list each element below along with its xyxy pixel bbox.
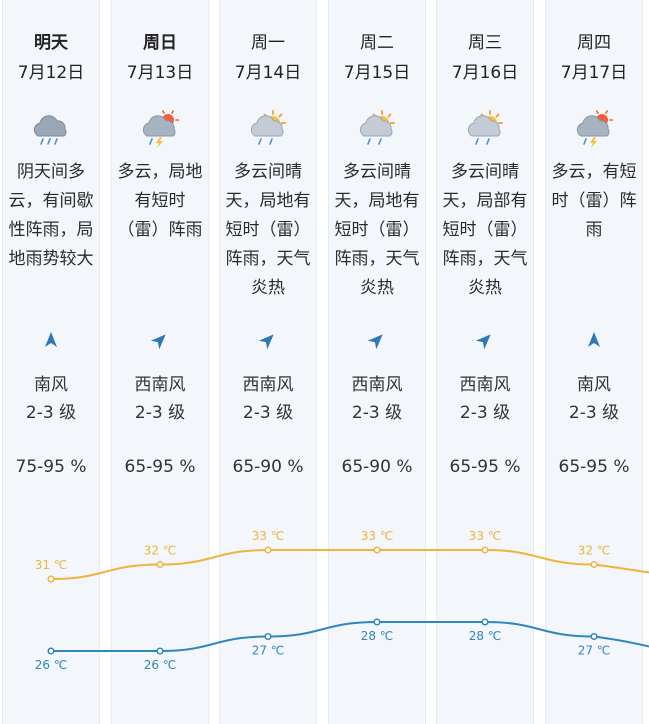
description-line: 多云间晴 [234,162,302,182]
forecast-day-column: 周日 7月13日多云，局地有短时 （雷）阵雨西南风 2-3 级 65-95 % [111,0,209,724]
description-line: 炎热 [251,278,285,298]
wind-direction: 西南风 [242,375,294,395]
description-line: 天，局部有 [442,191,528,211]
humidity: 65-95 % [124,457,196,477]
wind-level: 2-3 级 [351,403,403,423]
day-label: 周四 [577,33,611,53]
description-line: 短时（雷） [225,220,311,240]
wind-direction: 西南风 [351,375,403,395]
description-line: 地雨势较大 [8,249,94,269]
weather-description: 多云，有短时（雷）阵雨 [550,158,638,245]
wind-direction-arrow-icon [258,330,278,350]
description-line: 阵雨，天气 [334,249,420,269]
description-line: 短时（雷） [334,220,420,240]
date-label: 7月17日 [560,63,628,83]
wind-direction: 南风 [577,375,611,395]
partly-sunny-shower-icon [355,108,399,148]
forecast-day-column: 周四 7月17日多云，有短时（雷）阵雨南风 2-3 级 65-95 % [545,0,643,724]
humidity: 75-95 % [15,457,87,477]
date-label: 7月15日 [343,63,411,83]
forecast-day-column: 周一 7月14日多云间晴天，局地有短时（雷） 阵雨，天气炎热西南风 2-3 级 65-9… [219,0,317,724]
description-line: 性阵雨，局 [8,220,94,240]
date-label: 7月12日 [17,63,85,83]
humidity: 65-90 % [341,457,413,477]
forecast-day-column: 周三 7月16日多云间晴天，局部有短时（雷） 阵雨，天气炎热西南风 2-3 级 65-9… [436,0,534,724]
description-line: 雨 [585,220,603,240]
wind-direction-arrow-icon [584,330,604,350]
weather-description: 多云间晴天，局地有短时（雷） 阵雨，天气炎热 [224,158,312,303]
wind-direction: 西南风 [459,375,511,395]
date-label: 7月13日 [126,63,194,83]
description-line: 阴天间多 [17,162,85,182]
description-line: 有短时 [134,191,186,211]
day-label: 明天 [34,33,68,53]
description-line: 多云，局地 [117,162,203,182]
wind-level: 2-3 级 [568,403,620,423]
description-line: 多云间晴 [451,162,519,182]
partly-sunny-shower-icon [246,108,290,148]
day-label: 周日 [143,33,177,53]
description-line: （雷）阵雨 [117,220,203,240]
wind-level: 2-3 级 [242,403,294,423]
description-line: 天，局地有 [225,191,311,211]
weather-description: 阴天间多云，有间歇性阵雨，局地雨势较大 [7,158,95,274]
description-line: 炎热 [468,278,502,298]
day-label: 周一 [251,33,285,53]
wind-level: 2-3 级 [134,403,186,423]
humidity: 65-95 % [558,457,630,477]
wind-direction: 西南风 [134,375,186,395]
weather-description: 多云，局地有短时 （雷）阵雨 [116,158,204,245]
day-label: 周二 [360,33,394,53]
weather-description: 多云间晴天，局地有短时（雷） 阵雨，天气炎热 [333,158,421,303]
wind-direction-arrow-icon [41,330,61,350]
forecast-day-column: 周二 7月15日多云间晴天，局地有短时（雷） 阵雨，天气炎热西南风 2-3 级 65-9… [328,0,426,724]
description-line: 炎热 [360,278,394,298]
partly-sunny-shower-icon [463,108,507,148]
wind-level: 2-3 级 [25,403,77,423]
humidity: 65-95 % [449,457,521,477]
wind-direction-arrow-icon [367,330,387,350]
description-line: 多云，有短 [551,162,637,182]
humidity: 65-90 % [232,457,304,477]
date-label: 7月16日 [451,63,519,83]
date-label: 7月14日 [234,63,302,83]
description-line: 多云间晴 [343,162,411,182]
description-line: 短时（雷） [442,220,528,240]
overcast-rain-icon [29,108,73,148]
wind-direction: 南风 [34,375,68,395]
description-line: 阵雨，天气 [225,249,311,269]
wind-direction-arrow-icon [150,330,170,350]
description-line: 时（雷）阵 [551,191,637,211]
cloudy-thunder-shower-icon [572,108,616,148]
wind-direction-arrow-icon [475,330,495,350]
wind-level: 2-3 级 [459,403,511,423]
description-line: 云，有间歇 [8,191,94,211]
forecast-day-column: 明天 7月12日阴天间多云，有间歇性阵雨，局地雨势较大南风 2-3 级 75-95 % [2,0,100,724]
description-line: 天，局地有 [334,191,420,211]
day-label: 周三 [468,33,502,53]
cloudy-thunder-shower-icon [138,108,182,148]
weather-description: 多云间晴天，局部有短时（雷） 阵雨，天气炎热 [441,158,529,303]
description-line: 阵雨，天气 [442,249,528,269]
